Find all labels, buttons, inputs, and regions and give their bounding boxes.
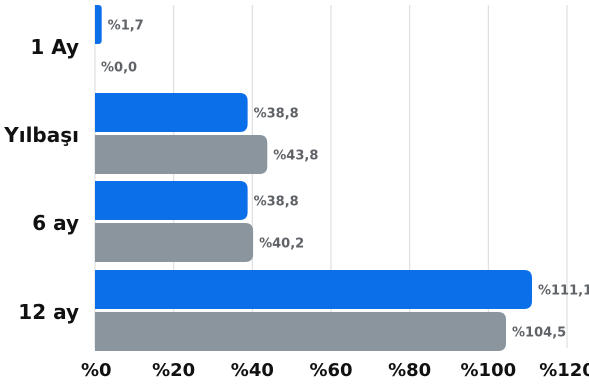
bar <box>95 223 254 262</box>
category-label: 12 ay <box>18 300 79 324</box>
bar-value-label: %38,8 <box>254 107 299 122</box>
x-tick-label: %60 <box>309 360 352 381</box>
category-label: 6 ay <box>32 211 79 235</box>
bar-value-label: %38,8 <box>254 195 299 210</box>
x-tick-label: %100 <box>461 360 517 381</box>
chart-data-labels: %1,7 %0,0 %38,8 %43,8 %38,8 %40,2 %111,1 %104,5 <box>101 19 589 341</box>
chart-x-axis-ticks: %0 %20 %40 %60 %80 %100 %120 <box>81 360 589 381</box>
bar <box>95 181 248 220</box>
chart-bars <box>95 5 532 351</box>
category-label: Yılbaşı <box>3 123 79 147</box>
category-label: 1 Ay <box>30 35 79 59</box>
x-tick-label: %40 <box>231 360 274 381</box>
bar-value-label: %0,0 <box>101 61 137 76</box>
x-tick-label: %80 <box>388 360 431 381</box>
bar-value-label: %111,1 <box>538 284 589 299</box>
bar-value-label: %104,5 <box>512 326 566 341</box>
bar <box>95 312 507 351</box>
bar <box>95 135 268 174</box>
bar-value-label: %1,7 <box>108 19 144 34</box>
x-tick-label: %0 <box>81 360 112 381</box>
x-tick-label: %20 <box>152 360 195 381</box>
bar-value-label: %43,8 <box>273 149 318 164</box>
bar <box>95 5 102 44</box>
bar <box>95 270 532 309</box>
chart-category-labels: 1 Ay Yılbaşı 6 ay 12 ay <box>3 35 79 324</box>
bar-value-label: %40,2 <box>259 237 304 252</box>
bar <box>95 93 248 132</box>
chart-grid <box>94 5 568 348</box>
x-tick-label: %120 <box>539 360 589 381</box>
